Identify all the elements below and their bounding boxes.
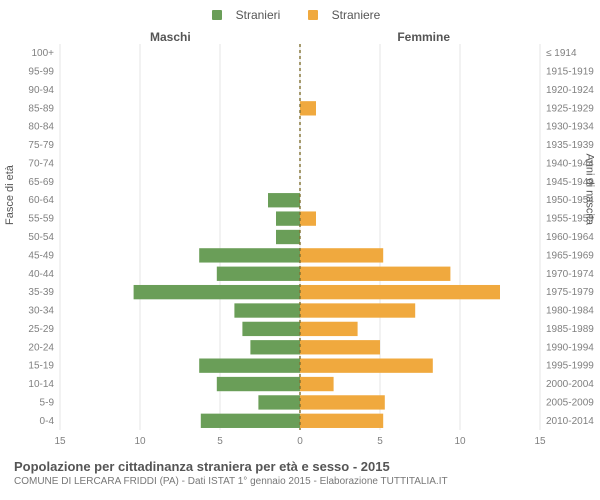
male-bar <box>234 303 300 317</box>
female-bar <box>300 248 383 262</box>
x-tick-label: 15 <box>534 436 546 447</box>
legend-female-swatch <box>308 10 318 20</box>
age-label: 80-84 <box>28 122 54 133</box>
age-label: 65-69 <box>28 177 54 188</box>
legend-female: Straniere <box>308 8 389 22</box>
male-bar <box>217 377 300 391</box>
female-bar <box>300 377 334 391</box>
x-tick-label: 15 <box>54 436 66 447</box>
legend-male: Stranieri <box>212 8 289 22</box>
birth-year-label: 2005-2009 <box>546 397 594 408</box>
age-label: 75-79 <box>28 140 54 151</box>
male-bar <box>276 230 300 244</box>
footer: Popolazione per cittadinanza straniera p… <box>14 459 448 488</box>
age-label: 45-49 <box>28 250 54 261</box>
female-bar <box>300 267 450 281</box>
x-tick-label: 10 <box>454 436 466 447</box>
age-label: 25-29 <box>28 324 54 335</box>
male-bar <box>134 285 300 299</box>
age-label: 90-94 <box>28 85 54 96</box>
pyramid-svg: 15 10 5 0 5 10 15 0-4 2010-2014 5-9 2005-2009 10-14… <box>0 0 600 460</box>
birth-year-label: 1970-1974 <box>546 269 594 280</box>
age-label: 10-14 <box>28 379 54 390</box>
male-bar <box>199 248 300 262</box>
birth-year-label: 1920-1924 <box>546 85 594 96</box>
chart-title: Popolazione per cittadinanza straniera p… <box>14 459 448 475</box>
female-bar <box>300 303 415 317</box>
birth-year-label: 1930-1934 <box>546 122 594 133</box>
female-bar <box>300 414 383 428</box>
legend-female-label: Straniere <box>332 8 381 22</box>
male-bar <box>276 211 300 225</box>
birth-year-label: 1925-1929 <box>546 103 594 114</box>
birth-year-label: 1980-1984 <box>546 306 594 317</box>
y-axis-title-left: Fasce di età <box>4 165 16 225</box>
x-tick-label: 0 <box>297 436 303 447</box>
birth-year-label: 1935-1939 <box>546 140 594 151</box>
age-label: 40-44 <box>28 269 54 280</box>
age-label: 100+ <box>31 48 54 59</box>
female-bar <box>300 395 385 409</box>
age-label: 30-34 <box>28 306 54 317</box>
female-bar <box>300 101 316 115</box>
y-axis-title-right: Anni di nascita <box>584 153 596 225</box>
birth-year-label: 1975-1979 <box>546 287 594 298</box>
male-bar <box>258 395 300 409</box>
population-pyramid-chart: Stranieri Straniere Maschi Femmine Fasce… <box>0 0 600 500</box>
age-label: 95-99 <box>28 67 54 78</box>
male-bar <box>201 414 300 428</box>
birth-year-label: 1985-1989 <box>546 324 594 335</box>
age-label: 35-39 <box>28 287 54 298</box>
age-label: 20-24 <box>28 342 54 353</box>
age-label: 55-59 <box>28 214 54 225</box>
birth-year-label: 1990-1994 <box>546 342 594 353</box>
male-bar <box>242 322 300 336</box>
birth-year-label: 2000-2004 <box>546 379 594 390</box>
column-header-female: Femmine <box>397 30 450 44</box>
birth-year-label: 1915-1919 <box>546 67 594 78</box>
legend-male-swatch <box>212 10 222 20</box>
age-label: 15-19 <box>28 361 54 372</box>
age-label: 60-64 <box>28 195 54 206</box>
age-label: 50-54 <box>28 232 54 243</box>
birth-year-label: 1995-1999 <box>546 361 594 372</box>
male-bar <box>268 193 300 207</box>
age-label: 85-89 <box>28 103 54 114</box>
age-label: 5-9 <box>40 397 55 408</box>
birth-year-label: 2010-2014 <box>546 416 594 427</box>
birth-year-label: 1960-1964 <box>546 232 594 243</box>
female-bar <box>300 211 316 225</box>
male-bar <box>199 358 300 372</box>
female-bar <box>300 322 358 336</box>
birth-year-label: 1965-1969 <box>546 250 594 261</box>
chart-subtitle: COMUNE DI LERCARA FRIDDI (PA) - Dati IST… <box>14 476 448 489</box>
female-bar <box>300 285 500 299</box>
x-tick-label: 5 <box>217 436 223 447</box>
x-tick-label: 5 <box>377 436 383 447</box>
female-bar <box>300 358 433 372</box>
male-bar <box>250 340 300 354</box>
x-tick-label: 10 <box>134 436 146 447</box>
age-label: 0-4 <box>40 416 55 427</box>
birth-year-label: ≤ 1914 <box>546 48 577 59</box>
male-bar <box>217 267 300 281</box>
column-header-male: Maschi <box>150 30 191 44</box>
age-label: 70-74 <box>28 158 54 169</box>
legend: Stranieri Straniere <box>0 8 600 23</box>
female-bar <box>300 340 380 354</box>
legend-male-label: Stranieri <box>236 8 281 22</box>
